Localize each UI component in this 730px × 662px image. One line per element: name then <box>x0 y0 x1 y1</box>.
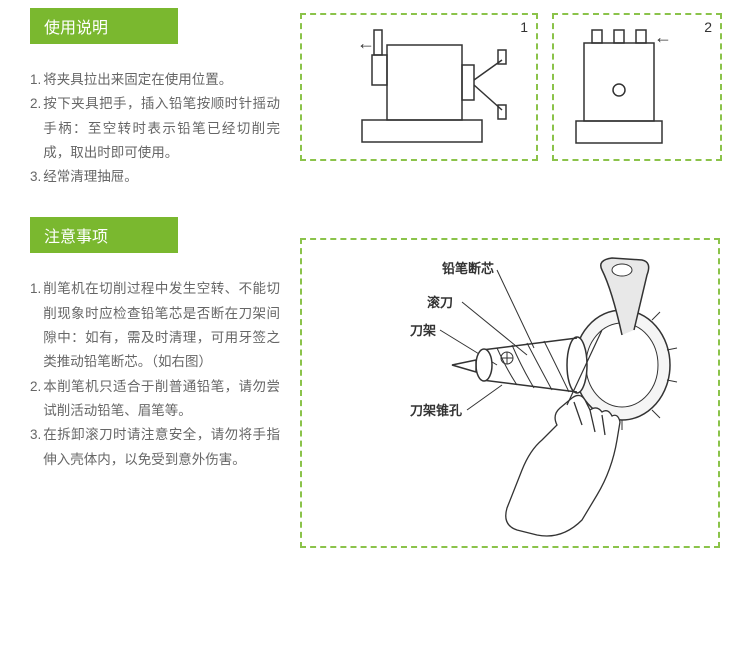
item-text: 在拆卸滚刀时请注意安全，请勿将手指伸入壳体内，以免受到意外伤害。 <box>43 423 280 472</box>
section2-title: 注意事项 <box>44 229 108 246</box>
sharpener-side-icon <box>302 15 540 163</box>
list-item: 3. 在拆卸滚刀时请注意安全，请勿将手指伸入壳体内，以免受到意外伤害。 <box>30 423 280 472</box>
item-num: 3. <box>30 165 41 189</box>
figure-2-box: 2 ← <box>552 13 722 161</box>
item-num: 1. <box>30 277 41 374</box>
item-num: 3. <box>30 423 41 472</box>
list-item: 1. 削笔机在切削过程中发生空转、不能切削现象时应检查铅笔芯是否断在刀架间隙中：… <box>30 277 280 374</box>
item-text: 经常清理抽屉。 <box>43 165 138 189</box>
item-text: 按下夹具把手，插入铅笔按顺时针摇动手柄：至空转时表示铅笔已经切削完成，取出时即可… <box>43 92 280 165</box>
list-item: 2. 本削笔机只适合于削普通铅笔，请勿尝试削活动铅笔、眉笔等。 <box>30 375 280 424</box>
sharpener-front-icon <box>554 15 722 161</box>
item-text: 本削笔机只适合于削普通铅笔，请勿尝试削活动铅笔、眉笔等。 <box>43 375 280 424</box>
section1-list: 1. 将夹具拉出来固定在使用位置。 2. 按下夹具把手，插入铅笔按顺时针摇动手柄… <box>30 68 280 189</box>
item-text: 将夹具拉出来固定在使用位置。 <box>43 68 232 92</box>
figure-1-box: 1 ← <box>300 13 538 161</box>
item-num: 2. <box>30 375 41 424</box>
section1-header: 使用说明 <box>30 8 178 44</box>
section1-title: 使用说明 <box>44 20 108 37</box>
item-num: 2. <box>30 92 41 165</box>
item-num: 1. <box>30 68 41 92</box>
item-text: 削笔机在切削过程中发生空转、不能切削现象时应检查铅笔芯是否断在刀架间隙中：如有，… <box>43 277 280 374</box>
list-item: 3. 经常清理抽屉。 <box>30 165 280 189</box>
cutter-assembly-icon <box>302 240 720 548</box>
list-item: 1. 将夹具拉出来固定在使用位置。 <box>30 68 280 92</box>
section2-list: 1. 削笔机在切削过程中发生空转、不能切削现象时应检查铅笔芯是否断在刀架间隙中：… <box>30 277 280 471</box>
list-item: 2. 按下夹具把手，插入铅笔按顺时针摇动手柄：至空转时表示铅笔已经切削完成，取出… <box>30 92 280 165</box>
figure-3-box: 铅笔断芯 滚刀 刀架 刀架锥孔 <box>300 238 720 548</box>
section2-header: 注意事项 <box>30 217 178 253</box>
